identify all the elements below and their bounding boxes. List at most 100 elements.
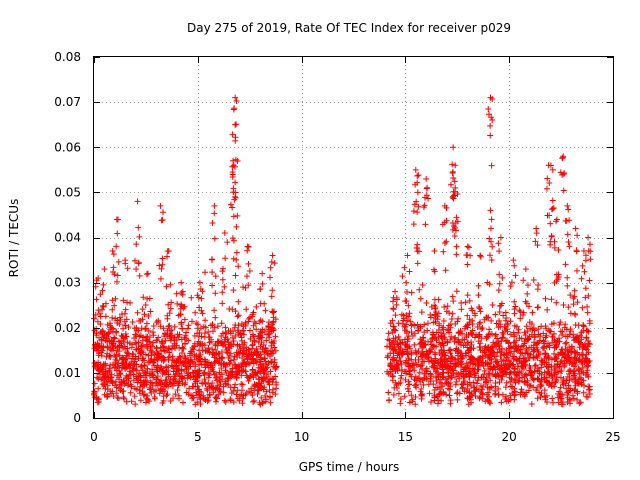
data-point [264, 364, 271, 371]
data-point [259, 270, 266, 277]
data-point [548, 296, 555, 303]
data-point [223, 349, 230, 356]
data-point [179, 344, 186, 351]
data-point [130, 360, 137, 367]
data-point [205, 328, 212, 335]
data-point [195, 386, 202, 393]
data-point [172, 371, 179, 378]
data-point [147, 308, 154, 315]
data-point [268, 293, 275, 300]
data-point [405, 388, 412, 395]
data-point [493, 372, 500, 379]
data-point [230, 356, 237, 363]
data-point [587, 248, 594, 255]
data-point [468, 330, 475, 337]
data-point [209, 328, 216, 335]
data-point [209, 269, 216, 276]
data-point [114, 230, 121, 237]
data-point [262, 345, 269, 352]
data-point [523, 357, 530, 364]
data-point [476, 355, 483, 362]
data-point [541, 387, 548, 394]
data-point [503, 371, 510, 378]
data-point [185, 322, 192, 329]
data-point [551, 344, 558, 351]
data-point [102, 337, 109, 344]
data-point [150, 339, 157, 346]
data-point [413, 198, 420, 205]
data-point [557, 169, 564, 176]
data-point [133, 386, 140, 393]
data-point [127, 389, 134, 396]
data-point [555, 399, 562, 406]
data-point [463, 360, 470, 367]
y-tick-label: 0.03 [54, 276, 81, 290]
data-point [498, 345, 505, 352]
data-point [450, 298, 457, 305]
data-point [527, 325, 534, 332]
data-point [447, 365, 454, 372]
data-point [428, 373, 435, 380]
data-point [470, 379, 477, 386]
data-point [397, 375, 404, 382]
data-point [533, 387, 540, 394]
data-point [404, 317, 411, 324]
data-point [253, 303, 260, 310]
data-point [576, 400, 583, 407]
data-point [446, 329, 453, 336]
data-point [452, 381, 459, 388]
data-point [182, 332, 189, 339]
data-point [220, 361, 227, 368]
data-point [483, 391, 490, 398]
data-point [157, 275, 164, 282]
data-point [227, 350, 234, 357]
axis-ticks [94, 57, 614, 419]
data-point [470, 384, 477, 391]
data-point [395, 380, 402, 387]
data-point [234, 327, 241, 334]
data-point [200, 394, 207, 401]
data-point [546, 344, 553, 351]
data-point [217, 381, 224, 388]
data-point [571, 293, 578, 300]
data-point [454, 191, 461, 198]
data-point [137, 383, 144, 390]
data-point [521, 329, 528, 336]
data-point [404, 289, 411, 296]
data-point [485, 397, 492, 404]
data-point [423, 300, 430, 307]
data-point [233, 256, 240, 263]
data-point [99, 369, 106, 376]
data-point [227, 396, 234, 403]
data-point [449, 170, 456, 177]
data-point [392, 312, 399, 319]
data-point [221, 283, 228, 290]
data-point [100, 361, 107, 368]
data-point [402, 298, 409, 305]
data-point [583, 327, 590, 334]
data-point [194, 377, 201, 384]
data-point [502, 365, 509, 372]
data-point [479, 324, 486, 331]
data-point [562, 340, 569, 347]
data-point [448, 315, 455, 322]
data-point [232, 193, 239, 200]
data-point [565, 206, 572, 213]
data-point [142, 301, 149, 308]
data-point [487, 225, 494, 232]
data-point [195, 373, 202, 380]
data-point [391, 327, 398, 334]
data-point [100, 383, 107, 390]
data-point [415, 348, 422, 355]
data-point [494, 349, 501, 356]
data-point [538, 390, 545, 397]
data-point [215, 350, 222, 357]
data-point [436, 339, 443, 346]
data-point [582, 285, 589, 292]
data-point [580, 323, 587, 330]
data-point [578, 336, 585, 343]
data-point [449, 194, 456, 201]
data-point [262, 358, 269, 365]
data-point [407, 371, 414, 378]
data-point [185, 337, 192, 344]
